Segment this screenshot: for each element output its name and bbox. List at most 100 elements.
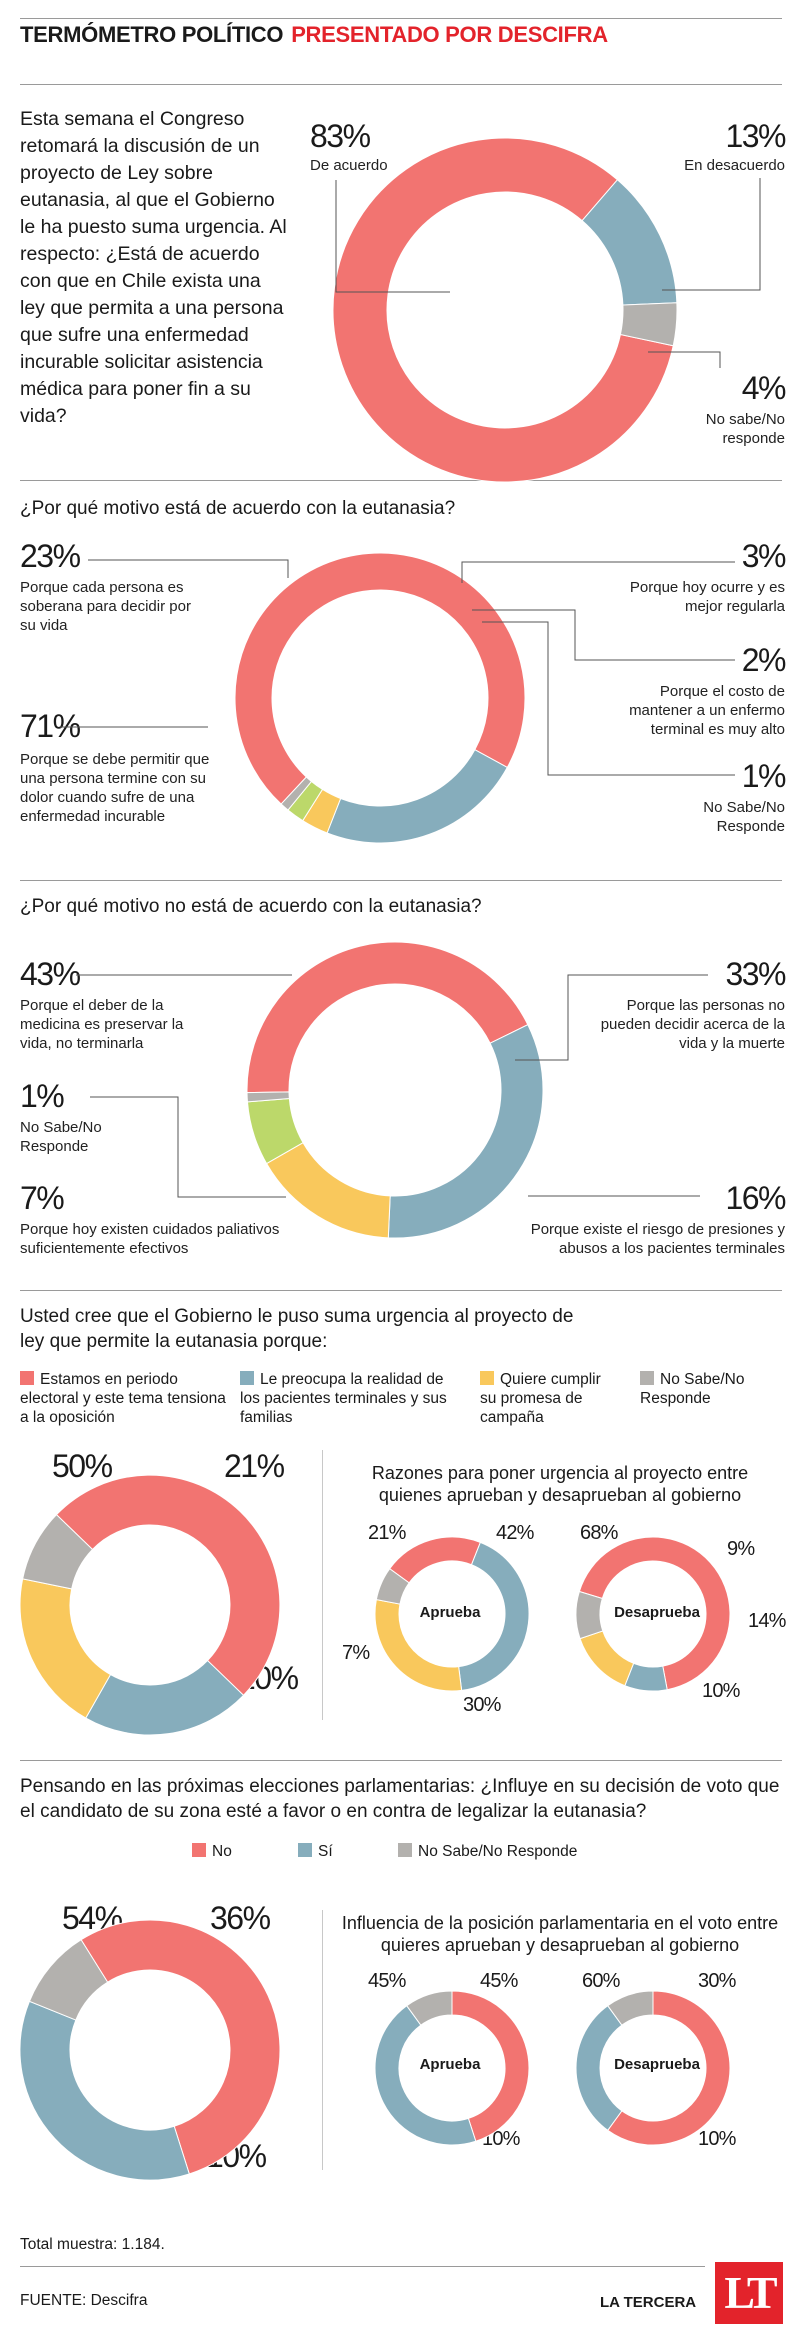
pct-label: 9%: [727, 1538, 755, 1560]
subchart-title: Influencia de la posición parlamentaria …: [341, 1913, 779, 1955]
category-label: Porque hoy ocurre y es mejor regularla: [629, 579, 785, 615]
pct-label: 21%: [368, 1522, 406, 1544]
category-label: No sabe/No responde: [705, 411, 785, 447]
pct-label: 60%: [582, 1970, 620, 1992]
leader-line: [90, 1096, 286, 1198]
pct-label: 23%: [20, 538, 81, 574]
page-title: TERMÓMETRO POLÍTICO PRESENTADO POR DESCIF…: [20, 22, 608, 47]
leader-line: [482, 621, 735, 776]
leader-line: [472, 609, 735, 661]
legend-swatch: [480, 1371, 494, 1385]
donut-slice: [607, 1990, 654, 2026]
top-rule: [20, 18, 782, 19]
category-label: No Sabe/No Responde: [20, 1119, 102, 1155]
pct-label: 71%: [20, 708, 81, 744]
donut-slice: [458, 1541, 530, 1691]
category-label: Porque hoy existen cuidados paliativos s…: [20, 1221, 280, 1257]
pct-label: 36%: [210, 1900, 271, 1936]
legend-item: Quiere cumplir su promesa de campaña: [480, 1371, 601, 1426]
donut-urgency-approve: [374, 1536, 530, 1692]
donut-slice: [332, 137, 674, 483]
pct-label: 10%: [698, 2128, 736, 2150]
intro-question: Esta semana el Congreso retomará la disc…: [20, 108, 287, 427]
pct-label: 7%: [20, 1180, 65, 1216]
donut-slice: [28, 1939, 109, 2021]
legend-item: No: [192, 1842, 232, 1861]
donut-agree-reasons: [234, 552, 526, 844]
question-title: Usted cree que el Gobierno le puso suma …: [20, 1306, 574, 1352]
page-sponsor: PRESENTADO POR DESCIFRA: [291, 22, 608, 47]
pct-label: 68%: [580, 1522, 618, 1544]
donut-slice: [406, 1990, 453, 2026]
sample-size: Total muestra: 1.184.: [20, 2236, 165, 2253]
center-label: Desaprueba: [614, 2056, 700, 2073]
leader-line: [335, 180, 450, 293]
leader-line: [515, 974, 708, 1061]
category-label: No Sabe/No Responde: [703, 799, 785, 835]
header-rule: [20, 84, 782, 85]
question-title: ¿Por qué motivo está de acuerdo con la e…: [20, 498, 456, 519]
legend-swatch: [298, 1843, 312, 1857]
legend-item: Estamos en periodo electoral y este tema…: [20, 1371, 226, 1426]
pct-label: 21%: [224, 1448, 285, 1484]
donut-slice: [19, 2000, 190, 2181]
section-rule: [20, 480, 782, 481]
category-label: Porque el costo de mantener a un enfermo…: [629, 683, 785, 738]
column-divider: [322, 1910, 323, 2170]
pct-label: 14%: [748, 1610, 786, 1632]
legend-item: No Sabe/No Responde: [640, 1371, 745, 1407]
category-label: Porque existe el riesgo de presiones y a…: [530, 1221, 785, 1257]
publisher-logo: LT: [715, 2262, 783, 2324]
pct-label: 33%: [725, 956, 786, 992]
category-label: En desacuerdo: [684, 157, 785, 174]
donut-slice: [387, 1023, 544, 1239]
donut-disagree-reasons: [246, 941, 544, 1239]
question-title: ¿Por qué motivo no está de acuerdo con l…: [20, 896, 482, 917]
donut-slice: [265, 1141, 391, 1239]
legend-swatch: [20, 1371, 34, 1385]
pct-label: 10%: [702, 1680, 740, 1702]
donut-agreement: [332, 137, 678, 483]
question-title: Pensando en las próximas elecciones parl…: [20, 1776, 780, 1822]
donut-slice: [246, 1091, 290, 1103]
donut-slice: [19, 1578, 112, 1719]
leader-line: [662, 178, 761, 291]
center-label: Aprueba: [419, 2056, 481, 2073]
donut-vote-approve: [374, 1990, 530, 2146]
donut-slice: [374, 1598, 463, 1692]
donut-slice: [234, 552, 526, 805]
category-label: De acuerdo: [310, 157, 388, 174]
category-label: Porque cada persona es soberana para dec…: [20, 579, 191, 634]
donut-slice: [575, 1590, 604, 1640]
pct-label: 50%: [52, 1448, 113, 1484]
donut-slice: [575, 2005, 623, 2131]
donut-slice: [607, 1990, 731, 2146]
pct-label: 4%: [741, 370, 787, 406]
donut-slice: [374, 2005, 477, 2146]
pct-label: 42%: [496, 1522, 534, 1544]
pct-label: 3%: [741, 538, 787, 574]
legend-swatch: [398, 1843, 412, 1857]
center-label: Aprueba: [419, 1604, 481, 1621]
pct-label: 30%: [463, 1694, 501, 1716]
category-label: Porque se debe permitir que una persona …: [20, 751, 210, 825]
pct-label: 16%: [725, 1180, 786, 1216]
legend-swatch: [640, 1371, 654, 1385]
pct-label: 1%: [20, 1078, 65, 1114]
donut-slice: [246, 941, 529, 1094]
donut-slice: [280, 776, 313, 811]
legend-item: Le preocupa la realidad de los pacientes…: [240, 1371, 447, 1426]
donut-slice: [326, 749, 508, 844]
donut-urgency-disapprove: [575, 1536, 731, 1692]
legend-item: Sí: [298, 1842, 333, 1861]
leader-line: [648, 351, 721, 368]
legend-swatch: [240, 1371, 254, 1385]
pct-label: 7%: [342, 1642, 370, 1664]
subchart-title: Razones para poner urgencia al proyecto …: [371, 1463, 749, 1505]
donut-slice: [375, 1568, 410, 1605]
pct-label: 2%: [741, 642, 787, 678]
legend-item: No Sabe/No Responde: [398, 1842, 577, 1861]
pct-label: 30%: [698, 1970, 736, 1992]
column-divider: [322, 1450, 323, 1720]
